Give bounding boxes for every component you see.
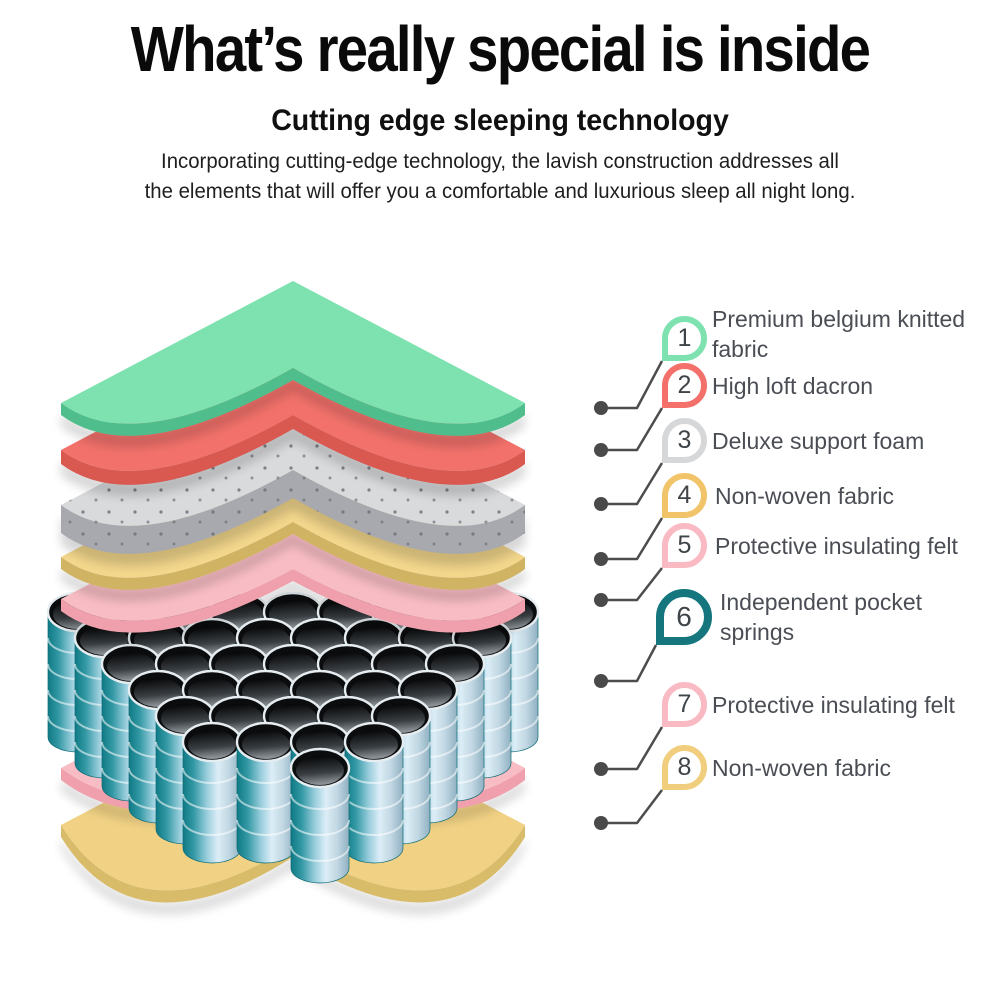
layer-pocket-springs [46, 591, 540, 884]
leader-dot-8 [594, 816, 608, 830]
callout-pin-8: 8 [662, 745, 707, 790]
pin-number-5: 5 [677, 531, 692, 559]
leader-dots [594, 401, 608, 830]
leader-dot-4 [594, 552, 608, 566]
callout-pin-4: 4 [662, 473, 707, 518]
callout-label-2: High loft dacron [712, 373, 874, 399]
callout-label-7: Protective insulating felt [712, 692, 955, 718]
page-description: Incorporating cutting-edge technology, t… [15, 147, 985, 207]
callout-label-3: Deluxe support foam [712, 428, 925, 454]
layer-premium-belgium-knitted-fabric [61, 281, 525, 447]
leader-dot-6 [594, 674, 608, 688]
pin-number-7: 7 [677, 690, 692, 718]
leader-line-5 [601, 567, 663, 602]
leader-line-4 [601, 517, 664, 561]
description-line-2: the elements that will offer you a comfo… [144, 180, 856, 203]
leader-dot-1 [594, 401, 608, 415]
callout-pin-5: 5 [662, 523, 707, 568]
leader-dot-2 [594, 443, 608, 457]
header-section: What’s really special is inside Cutting … [0, 12, 1000, 207]
page-subtitle: Cutting edge sleeping technology [271, 104, 729, 137]
leader-dot-7 [594, 762, 608, 776]
callout-pin-6: 6 [656, 589, 712, 645]
leader-dot-5 [594, 593, 608, 607]
leader-line-6 [601, 644, 658, 683]
callout-label-8: Non-woven fabric [712, 755, 891, 781]
leader-line-8 [601, 789, 663, 825]
leader-line-3 [601, 462, 664, 506]
pin-number-8: 8 [677, 753, 692, 781]
leader-line-7 [601, 726, 664, 771]
pin-number-6: 6 [676, 601, 692, 632]
callout-label-1: Premium belgium knitted fabric [712, 306, 966, 362]
leader-line-1 [601, 360, 664, 410]
callout-pin-7: 7 [662, 682, 707, 727]
pin-number-4: 4 [677, 481, 692, 509]
layer-deluxe-support-foam [61, 383, 525, 566]
callout-pin-2: 2 [662, 363, 707, 408]
leader-lines [594, 360, 664, 830]
description-line-1: Incorporating cutting-edge technology, t… [161, 150, 839, 173]
callout-label-6: Independent pocket springs [720, 589, 923, 645]
leader-line-2 [601, 407, 664, 452]
pin-number-2: 2 [677, 371, 692, 399]
pin-number-1: 1 [677, 324, 692, 352]
page-title: What’s really special is inside [130, 13, 871, 85]
callout-label-5: Protective insulating felt [715, 533, 958, 559]
callout-pin-1: 1 [662, 316, 707, 361]
leader-dot-3 [594, 497, 608, 511]
callout-pin-3: 3 [662, 418, 707, 463]
callout-label-4: Non-woven fabric [715, 483, 894, 509]
pin-number-3: 3 [677, 426, 692, 454]
